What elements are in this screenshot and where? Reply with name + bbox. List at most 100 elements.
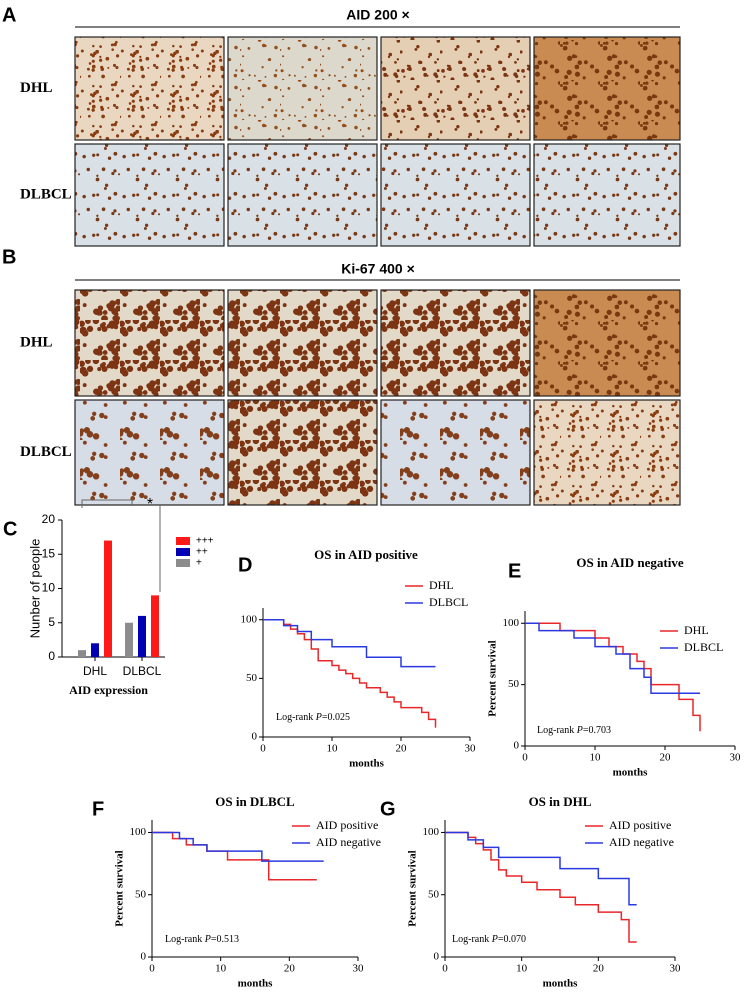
micrograph (380, 399, 531, 506)
x-tick-label: 30 (353, 963, 365, 975)
annotation-part: Log-rank (276, 712, 316, 723)
micrograph (74, 289, 225, 397)
bar (104, 540, 112, 657)
y-tick-label: 0 (48, 649, 55, 663)
legend-label: +++ (196, 536, 214, 547)
x-tick-label: 0 (260, 743, 266, 755)
x-tick-label: DLBCL (123, 664, 162, 678)
annotation-part: P (204, 934, 211, 945)
annotation-part: P (576, 725, 583, 736)
x-tick-label: 30 (670, 963, 682, 975)
panel-letter: C (3, 518, 17, 540)
x-tick-label: 30 (730, 752, 742, 764)
legend-swatch (176, 559, 190, 567)
legend-label: ++ (196, 547, 208, 558)
micrograph (533, 143, 681, 247)
y-tick-label: 100 (241, 613, 258, 625)
x-label: months (543, 978, 579, 990)
annotation-part: P (315, 712, 322, 723)
micrograph (380, 36, 531, 141)
annotation-part: P (491, 934, 498, 945)
y-tick-label: 10 (42, 581, 56, 595)
legend-label: DHL (684, 623, 709, 637)
x-tick-label: DHL (83, 664, 107, 678)
survival-curve (525, 622, 701, 732)
panel-letter: G (380, 798, 396, 820)
legend-label: AID negative (316, 835, 381, 849)
y-tick-label: 20 (42, 512, 56, 526)
legend-label: AID negative (609, 835, 674, 849)
legend-label: DHL (429, 578, 454, 592)
panel-letter: F (92, 798, 104, 820)
y-tick-label: 50 (246, 672, 258, 684)
annotation-part: Log-rank (452, 934, 492, 945)
x-tick-label: 20 (593, 963, 605, 975)
panel-letter: A (2, 4, 16, 26)
x-tick-label: 10 (590, 752, 602, 764)
micrograph (227, 36, 378, 141)
x-tick-label: 0 (149, 963, 155, 975)
x-label: AID expression (69, 683, 148, 697)
y-tick-label: 15 (42, 546, 56, 560)
y-tick-label: 100 (503, 617, 520, 629)
y-tick-label: 50 (508, 678, 520, 690)
y-label: Percent survival (487, 640, 499, 716)
annotation-part: =0.025 (322, 712, 350, 723)
chart-title: OS in DLBCL (215, 794, 295, 809)
legend-label: + (196, 558, 202, 569)
annotation: Log-rank P=0.025 (276, 712, 350, 723)
x-tick-label: 10 (215, 963, 227, 975)
bar (138, 615, 146, 657)
y-label: Percent survival (114, 850, 126, 926)
bar (151, 595, 159, 657)
panel-letter: E (508, 560, 521, 582)
row-label: DHL (20, 80, 53, 96)
annotation: Log-rank P=0.070 (452, 934, 526, 945)
legend-label: AID positive (316, 818, 378, 832)
annotation-part: Log-rank (165, 934, 205, 945)
survival-curve (525, 622, 700, 694)
x-label: months (613, 767, 649, 779)
significance-bracket (81, 499, 133, 508)
y-tick-label: 50 (135, 888, 147, 900)
legend-label: DLBCL (429, 595, 468, 609)
micrograph (74, 399, 225, 506)
micrograph (74, 36, 225, 141)
y-label: Percent survival (407, 850, 419, 926)
bar (125, 622, 133, 657)
y-tick-label: 0 (252, 731, 258, 743)
significance: * (147, 496, 153, 513)
survival-curve (445, 831, 637, 943)
panel-letter: B (2, 246, 16, 268)
legend-label: DLBCL (684, 640, 723, 654)
x-label: months (349, 758, 385, 770)
legend-label: AID positive (609, 818, 671, 832)
micrograph (533, 36, 681, 141)
y-tick-label: 100 (423, 826, 440, 838)
annotation-part: =0.070 (498, 934, 526, 945)
x-tick-label: 20 (396, 743, 408, 755)
y-tick-label: 0 (514, 740, 520, 752)
survival-curve (445, 831, 637, 906)
survival-curve (263, 618, 436, 668)
y-tick-label: 100 (130, 826, 147, 838)
y-tick-label: 0 (434, 951, 440, 963)
annotation-part: =0.513 (211, 934, 239, 945)
x-label: months (238, 978, 274, 990)
panel-title: AID 200 × (346, 7, 409, 23)
x-tick-label: 10 (516, 963, 528, 975)
micrograph (533, 399, 681, 506)
chart-title: OS in AID negative (576, 555, 683, 570)
x-tick-label: 0 (522, 752, 528, 764)
y-label: Nunber of people (27, 539, 42, 639)
micrograph (74, 143, 225, 247)
micrograph (227, 143, 378, 247)
annotation-part: Log-rank (537, 725, 577, 736)
micrograph (533, 289, 681, 397)
micrograph (380, 289, 531, 397)
y-tick-label: 0 (141, 951, 147, 963)
row-label: DLBCL (20, 186, 72, 202)
legend-swatch (176, 548, 190, 556)
row-label: DLBCL (20, 444, 72, 460)
